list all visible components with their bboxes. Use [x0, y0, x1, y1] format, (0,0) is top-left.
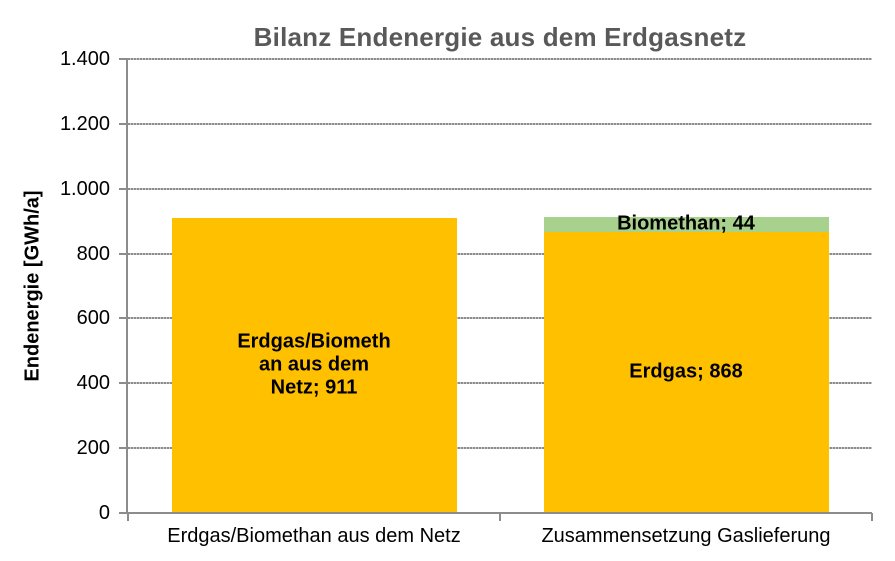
y-axis-tick-label: 600 — [76, 307, 110, 330]
y-axis-tick — [119, 317, 128, 320]
x-axis-tick — [499, 513, 501, 521]
y-axis-line — [126, 59, 128, 513]
gridline — [128, 187, 872, 190]
gridline — [128, 317, 872, 320]
y-axis-tick-label: 400 — [76, 372, 110, 395]
y-axis-tick — [119, 122, 128, 125]
y-axis-title: Endenergie [GWh/a] — [21, 190, 44, 382]
bar-segment-erdgas-biomethan-aus-dem-netz — [171, 217, 457, 513]
x-axis-tick — [871, 513, 873, 521]
y-axis-tick-label: 800 — [76, 242, 110, 265]
gridline — [128, 58, 872, 60]
gridline — [128, 252, 872, 255]
y-axis-tick — [119, 512, 128, 514]
bar-segment-biomethan — [543, 217, 829, 232]
chart-title: Bilanz Endenergie aus dem Erdgasnetz — [253, 22, 747, 52]
y-axis-tick-label: 200 — [76, 437, 110, 460]
y-axis-tick — [119, 58, 128, 60]
y-axis-tick-label: 1.200 — [59, 112, 110, 135]
x-axis-tick — [127, 513, 129, 521]
x-axis-category-label: Erdgas/Biomethan aus dem Netz — [167, 525, 461, 547]
bar-data-label: Erdgas; 868 — [629, 360, 743, 383]
y-axis-tick — [119, 252, 128, 255]
gridline — [128, 447, 872, 450]
y-axis-tick-label: 0 — [98, 502, 110, 524]
y-axis-tick — [119, 187, 128, 190]
gridline — [128, 382, 872, 385]
y-axis-tick-label: 1.000 — [59, 177, 110, 200]
bar-segment-erdgas — [543, 231, 829, 513]
x-axis-category-label: Zusammensetzung Gaslieferung — [541, 525, 831, 547]
y-axis-tick — [119, 382, 128, 385]
y-axis-tick — [119, 447, 128, 450]
bar-data-label: Biomethan; 44 — [617, 212, 755, 235]
y-axis-tick-label: 1.400 — [59, 48, 110, 70]
bar-data-label: Erdgas/Biometh an aus dem Netz; 911 — [237, 330, 391, 399]
gridline — [128, 122, 872, 125]
